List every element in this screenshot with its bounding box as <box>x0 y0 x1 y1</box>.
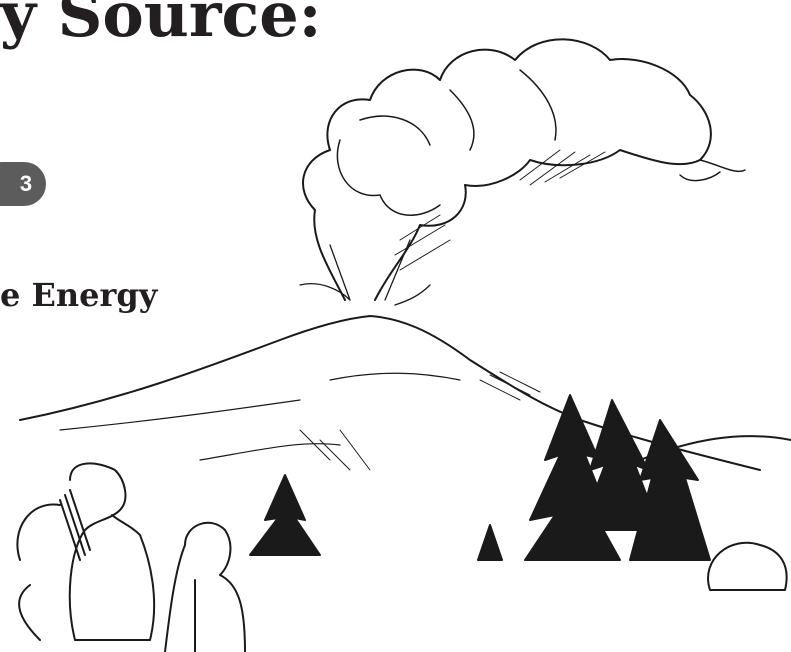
badge-number: 3 <box>6 171 46 197</box>
page: y Source: 3 e Energy <box>0 0 791 652</box>
number-badge: 3 <box>0 162 46 206</box>
title: y Source: <box>0 0 322 51</box>
volcano-illustration <box>0 0 791 652</box>
subtitle: e Energy <box>0 276 157 314</box>
